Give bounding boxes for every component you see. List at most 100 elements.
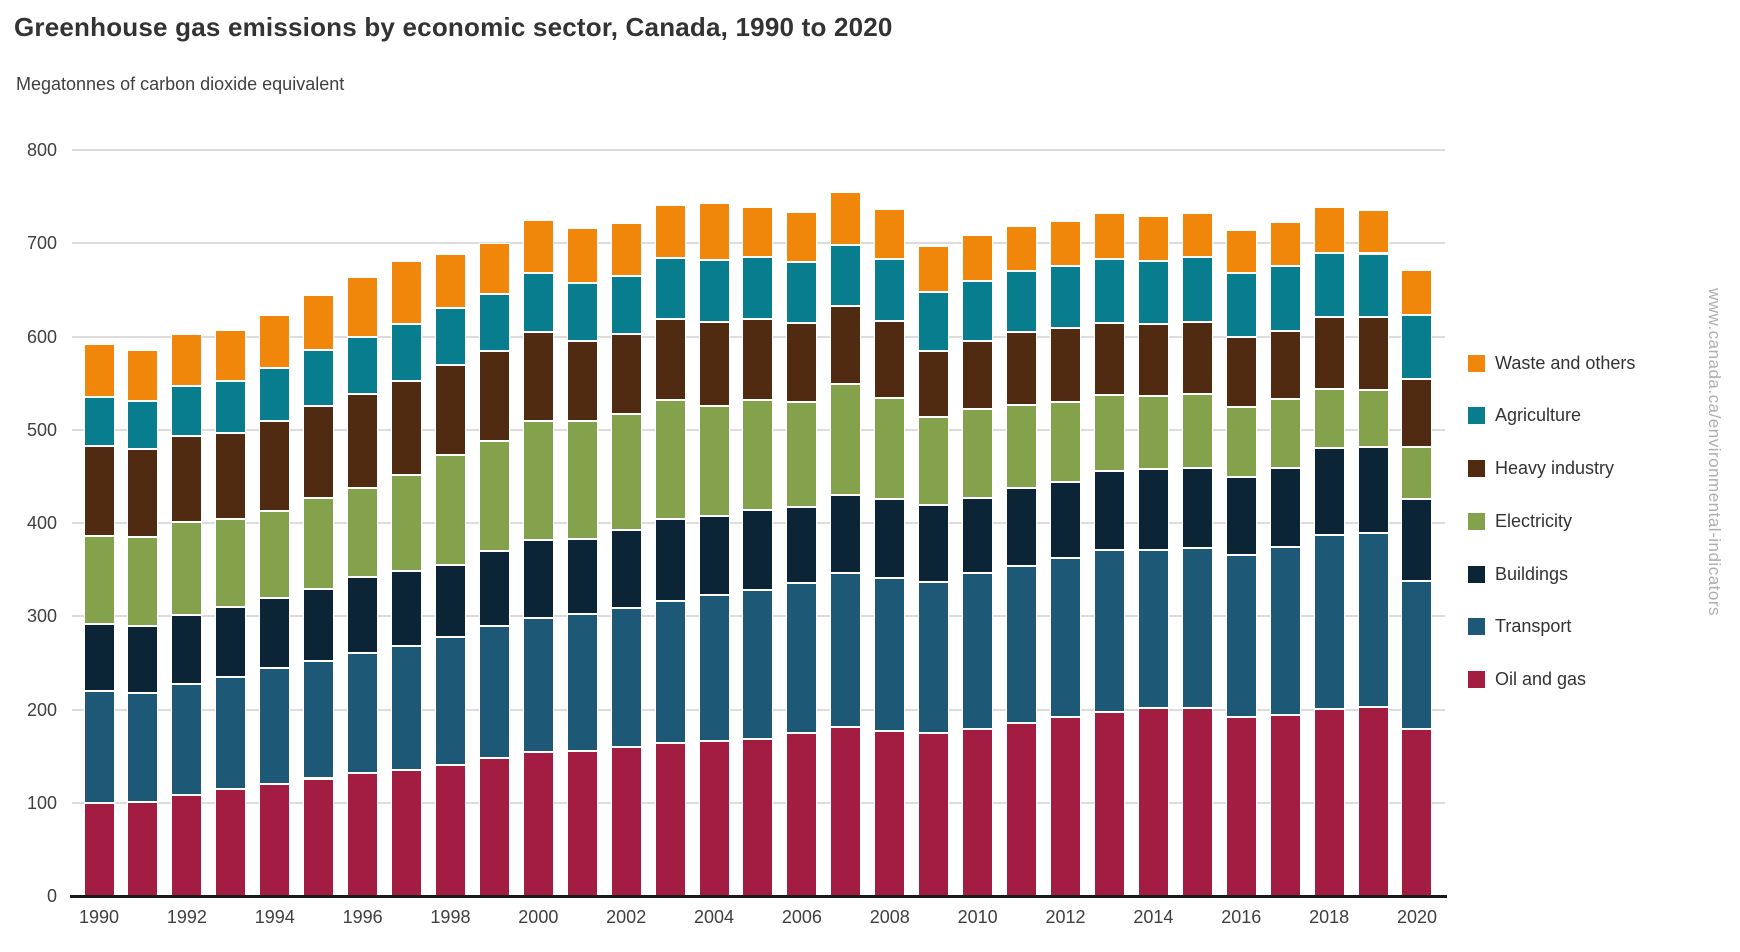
bar-segment-1992-agriculture [171, 385, 203, 437]
bar-segment-1992-buildings [171, 615, 203, 685]
bar-segment-1991-transport [127, 692, 159, 802]
bar-segment-1994-buildings [259, 597, 291, 669]
bar-segment-2010-electricity [962, 409, 994, 498]
bar-segment-2016-heavy-industry [1225, 337, 1257, 408]
bar-segment-2006-waste-and-others [786, 212, 818, 262]
bar-segment-2013-waste-and-others [1093, 213, 1125, 260]
bar-segment-2000-heavy-industry [522, 331, 554, 422]
gridline-800 [72, 149, 1445, 151]
bar-segment-2008-heavy-industry [874, 320, 906, 399]
bar-segment-2013-electricity [1093, 395, 1125, 471]
bar-segment-2006-buildings [786, 507, 818, 583]
bar-segment-2004-waste-and-others [698, 203, 730, 261]
x-axis-tick-label-2020: 2020 [1396, 907, 1437, 927]
bar-segment-1998-transport [434, 636, 466, 766]
bar-segment-1992-transport [171, 684, 203, 796]
bar-segment-2020-electricity [1401, 446, 1433, 499]
bar-segment-2000-agriculture [522, 273, 554, 332]
bar-segment-2016-electricity [1225, 407, 1257, 478]
bar-segment-2015-transport [1181, 548, 1213, 708]
bar-segment-1996-oil-and-gas [347, 772, 379, 896]
bar-segment-2000-oil-and-gas [522, 752, 554, 896]
bar-segment-1991-electricity [127, 536, 159, 626]
bar-segment-1993-electricity [215, 519, 247, 607]
bar-segment-1991-agriculture [127, 400, 159, 450]
bar-segment-1997-heavy-industry [391, 381, 423, 475]
legend-swatch-icon [1468, 406, 1485, 424]
bar-segment-2014-heavy-industry [1137, 324, 1169, 397]
bar-segment-2013-buildings [1093, 470, 1125, 551]
bar-segment-1994-heavy-industry [259, 421, 291, 511]
bar-segment-2001-oil-and-gas [566, 750, 598, 896]
bar-segment-1997-agriculture [391, 324, 423, 382]
watermark-text: www.canada.ca/environmental-indicators [1705, 288, 1724, 616]
bar-segment-2004-oil-and-gas [698, 741, 730, 896]
bar-segment-2017-buildings [1269, 467, 1301, 548]
bar-segment-2015-electricity [1181, 394, 1213, 468]
bar-segment-1995-agriculture [303, 350, 335, 406]
legend-item-electricity: Electricity [1468, 508, 1572, 534]
bar-segment-1999-heavy-industry [478, 351, 510, 441]
bar-segment-1993-buildings [215, 606, 247, 677]
bar-segment-2011-waste-and-others [1006, 225, 1038, 272]
bar-segment-2006-oil-and-gas [786, 732, 818, 896]
chart-title: Greenhouse gas emissions by economic sec… [14, 12, 893, 42]
legend: Waste and others Agriculture Heavy industr… [1468, 0, 1718, 952]
x-axis-tick-label-2006: 2006 [781, 907, 822, 927]
legend-item-heavy-industry: Heavy industry [1468, 455, 1614, 481]
bar-segment-2002-waste-and-others [610, 222, 642, 276]
chart-units-label: Megatonnes of carbon dioxide equivalent [16, 74, 345, 94]
bar-segment-1996-heavy-industry [347, 394, 379, 488]
bar-segment-1990-electricity [83, 536, 115, 624]
legend-item-transport: Transport [1468, 613, 1571, 639]
bar-segment-1995-waste-and-others [303, 295, 335, 351]
legend-swatch-icon [1468, 670, 1485, 688]
bar-segment-2017-transport [1269, 547, 1301, 716]
legend-item-buildings: Buildings [1468, 561, 1568, 587]
y-axis-tick-label: 200 [26, 699, 57, 720]
bar-segment-2006-transport [786, 582, 818, 733]
bar-segment-2009-electricity [918, 416, 950, 506]
bar-segment-2017-waste-and-others [1269, 221, 1301, 266]
legend-label: Electricity [1495, 510, 1573, 531]
bar-segment-2010-oil-and-gas [962, 729, 994, 896]
bar-segment-2017-heavy-industry [1269, 330, 1301, 399]
bar-segment-1998-buildings [434, 564, 466, 637]
bar-segment-2007-waste-and-others [830, 191, 862, 246]
bar-segment-2009-waste-and-others [918, 246, 950, 292]
x-axis-tick-label-2016: 2016 [1221, 907, 1262, 927]
bar-segment-1994-electricity [259, 510, 291, 598]
bar-segment-1990-oil-and-gas [83, 802, 115, 896]
bar-segment-1990-waste-and-others [83, 343, 115, 398]
x-axis-tick-label-2004: 2004 [694, 907, 735, 927]
bar-segment-2011-transport [1006, 565, 1038, 723]
bar-segment-2003-oil-and-gas [654, 743, 686, 896]
bar-segment-2019-heavy-industry [1357, 316, 1389, 390]
bar-segment-2001-heavy-industry [566, 341, 598, 422]
bar-segment-2006-heavy-industry [786, 322, 818, 402]
bar-segment-2012-agriculture [1050, 265, 1082, 329]
bar-segment-2009-buildings [918, 505, 950, 582]
bar-segment-2015-buildings [1181, 467, 1213, 549]
bar-segment-2012-heavy-industry [1050, 328, 1082, 402]
bar-segment-1992-electricity [171, 522, 203, 616]
y-axis-tick-label: 400 [26, 513, 57, 533]
bar-segment-1998-oil-and-gas [434, 765, 466, 896]
bar-segment-1997-electricity [391, 474, 423, 572]
bar-segment-1995-oil-and-gas [303, 778, 335, 896]
bar-segment-2007-oil-and-gas [830, 727, 862, 896]
bar-segment-2007-electricity [830, 384, 862, 495]
legend-label: Oil and gas [1495, 668, 1587, 689]
bar-segment-2005-heavy-industry [742, 318, 774, 400]
y-axis-tick-label: 700 [26, 233, 57, 254]
bar-segment-1999-buildings [478, 550, 510, 626]
bar-segment-2018-transport [1313, 535, 1345, 709]
x-axis-tick-label-1994: 1994 [254, 907, 295, 927]
bar-segment-2019-transport [1357, 533, 1389, 707]
bar-segment-2013-heavy-industry [1093, 323, 1125, 396]
bar-segment-1999-electricity [478, 440, 510, 551]
bar-segment-2018-oil-and-gas [1313, 708, 1345, 896]
bar-segment-2008-electricity [874, 398, 906, 499]
bar-segment-2019-agriculture [1357, 253, 1389, 317]
legend-label: Agriculture [1495, 404, 1582, 425]
